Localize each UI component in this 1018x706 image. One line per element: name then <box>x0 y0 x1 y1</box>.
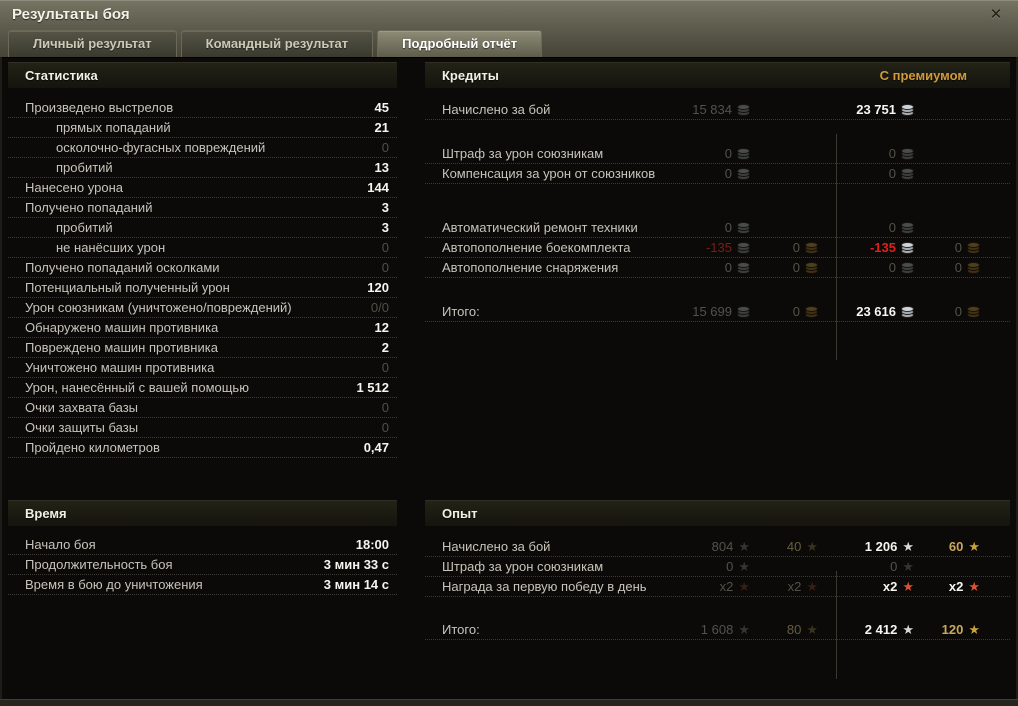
xp-star-icon: ★ <box>738 622 750 637</box>
panel-title: Опыт <box>442 505 478 521</box>
credits-icon <box>901 221 914 234</box>
time-rows: Начало боя 18:00 Продолжительность боя 3 м… <box>8 535 397 595</box>
stat-row-penetrations-received: пробитий 3 <box>8 218 397 238</box>
daily-x2-star-icon: ★ <box>902 579 914 594</box>
xp-row-first-victory: Награда за первую победу в день x2 ★ x2 ★ … <box>425 577 1010 597</box>
credits-row-auto-repair: Автоматический ремонт техники 0 0 <box>425 218 1010 238</box>
credits-rows: Начислено за бой 15 834 23 751 Штраф за … <box>425 100 1010 360</box>
tab-team-result[interactable]: Командный результат <box>180 30 374 57</box>
stat-row-destroyed-vehicles: Уничтожено машин противника 0 <box>8 358 397 378</box>
stat-row-assisted-damage: Урон, нанесённый с вашей помощью 1 512 <box>8 378 397 398</box>
stat-row-spotted: Обнаружено машин противника 12 <box>8 318 397 338</box>
stat-row-penetrations: пробитий 13 <box>8 158 397 178</box>
credits-icon <box>737 261 750 274</box>
panel-title: Кредиты <box>442 67 499 83</box>
credits-icon <box>901 167 914 180</box>
xp-rows: Начислено за бой 804 ★ 40 ★ 1 206 ★ 60 ★ Штр… <box>425 537 1010 679</box>
free-xp-star-icon: ★ <box>968 622 980 637</box>
credits-icon <box>901 305 914 318</box>
time-header: Время <box>8 500 397 526</box>
window-title: Результаты боя <box>12 6 130 23</box>
xp-star-icon: ★ <box>738 559 750 574</box>
stat-row-damaged-vehicles: Повреждено машин противника 2 <box>8 338 397 358</box>
stat-row-team-damage: Урон союзникам (уничтожено/повреждений) 0… <box>8 298 397 318</box>
credits-row-earned: Начислено за бой 15 834 23 751 <box>425 100 1010 120</box>
xp-row-team-damage-fine: Штраф за урон союзникам 0 ★ 0 ★ <box>425 557 1010 577</box>
credits-icon <box>737 147 750 160</box>
gold-icon <box>805 261 818 274</box>
credits-row-auto-equip: Автопополнение снаряжения 0 0 0 0 <box>425 258 1010 278</box>
chrome-separator <box>0 57 1018 58</box>
frame-edge-left <box>0 57 2 700</box>
credits-icon <box>901 261 914 274</box>
daily-x2-star-icon: ★ <box>806 579 818 594</box>
credits-icon <box>737 221 750 234</box>
statistics-panel: Статистика Произведено выстрелов 45 прямы… <box>8 62 397 458</box>
credits-icon <box>737 305 750 318</box>
close-icon[interactable]: ✕ <box>989 6 1003 23</box>
xp-row-earned: Начислено за бой 804 ★ 40 ★ 1 206 ★ 60 ★ <box>425 537 1010 557</box>
statistics-header: Статистика <box>8 62 397 88</box>
stat-row-splash-hits: Получено попаданий осколками 0 <box>8 258 397 278</box>
free-xp-star-icon: ★ <box>806 622 818 637</box>
xp-row-total: Итого: 1 608 ★ 80 ★ 2 412 ★ 120 ★ <box>425 620 1010 640</box>
xp-star-icon: ★ <box>902 539 914 554</box>
frame-edge-right <box>1016 57 1018 700</box>
tab-bar: Личный результат Командный результат Под… <box>8 30 543 57</box>
tab-personal-result[interactable]: Личный результат <box>8 30 177 57</box>
stat-row-potential-damage: Потенциальный полученный урон 120 <box>8 278 397 298</box>
credits-icon <box>901 241 914 254</box>
xp-panel: Опыт Начислено за бой 804 ★ 40 ★ 1 206 ★ 60… <box>425 500 1010 679</box>
stat-row-he-damage: осколочно-фугасных повреждений 0 <box>8 138 397 158</box>
credits-row-team-damage-fine: Штраф за урон союзникам 0 0 <box>425 144 1010 164</box>
xp-header: Опыт <box>425 500 1010 526</box>
free-xp-star-icon: ★ <box>806 539 818 554</box>
credits-icon <box>901 103 914 116</box>
stat-row-direct-hits: прямых попаданий 21 <box>8 118 397 138</box>
panel-title: Время <box>25 505 67 521</box>
time-row-duration: Продолжительность боя 3 мин 33 с <box>8 555 397 575</box>
panel-title: Статистика <box>25 67 98 83</box>
gold-icon <box>967 261 980 274</box>
gold-icon <box>967 305 980 318</box>
gold-icon <box>805 305 818 318</box>
gold-icon <box>805 241 818 254</box>
xp-star-icon: ★ <box>902 622 914 637</box>
time-panel: Время Начало боя 18:00 Продолжительность … <box>8 500 397 595</box>
free-xp-star-icon: ★ <box>968 539 980 554</box>
daily-x2-star-icon: ★ <box>968 579 980 594</box>
stat-row-capture-points: Очки захвата базы 0 <box>8 398 397 418</box>
stat-row-no-damage-hits: не нанёсших урон 0 <box>8 238 397 258</box>
time-row-start: Начало боя 18:00 <box>8 535 397 555</box>
stat-row-distance: Пройдено километров 0,47 <box>8 438 397 458</box>
credits-row-auto-ammo: Автопополнение боекомплекта -135 0 -135 … <box>425 238 1010 258</box>
time-row-survival: Время в бою до уничтожения 3 мин 14 с <box>8 575 397 595</box>
stat-row-hits-received: Получено попаданий 3 <box>8 198 397 218</box>
credits-header: Кредиты С премиумом <box>425 62 1010 88</box>
credits-icon <box>901 147 914 160</box>
tab-detailed-report[interactable]: Подробный отчёт <box>377 30 543 57</box>
with-premium-label: С премиумом <box>879 67 967 83</box>
premium-divider <box>836 134 837 360</box>
stat-row-damage-dealt: Нанесено урона 144 <box>8 178 397 198</box>
daily-x2-star-icon: ★ <box>738 579 750 594</box>
stat-row-shots: Произведено выстрелов 45 <box>8 98 397 118</box>
stat-row-defense-points: Очки защиты базы 0 <box>8 418 397 438</box>
credits-row-compensation: Компенсация за урон от союзников 0 0 <box>425 164 1010 184</box>
xp-star-icon: ★ <box>902 559 914 574</box>
credits-row-total: Итого: 15 699 0 23 616 0 <box>425 302 1010 322</box>
title-bar: Результаты боя ✕ Личный результат Команд… <box>0 0 1018 57</box>
frame-edge-bottom <box>0 699 1018 706</box>
gold-icon <box>967 241 980 254</box>
credits-icon <box>737 167 750 180</box>
credits-panel: Кредиты С премиумом Начислено за бой 15 … <box>425 62 1010 360</box>
credits-icon <box>737 103 750 116</box>
statistics-rows: Произведено выстрелов 45 прямых попаданий… <box>8 98 397 458</box>
xp-star-icon: ★ <box>738 539 750 554</box>
premium-divider <box>836 571 837 679</box>
credits-icon <box>737 241 750 254</box>
